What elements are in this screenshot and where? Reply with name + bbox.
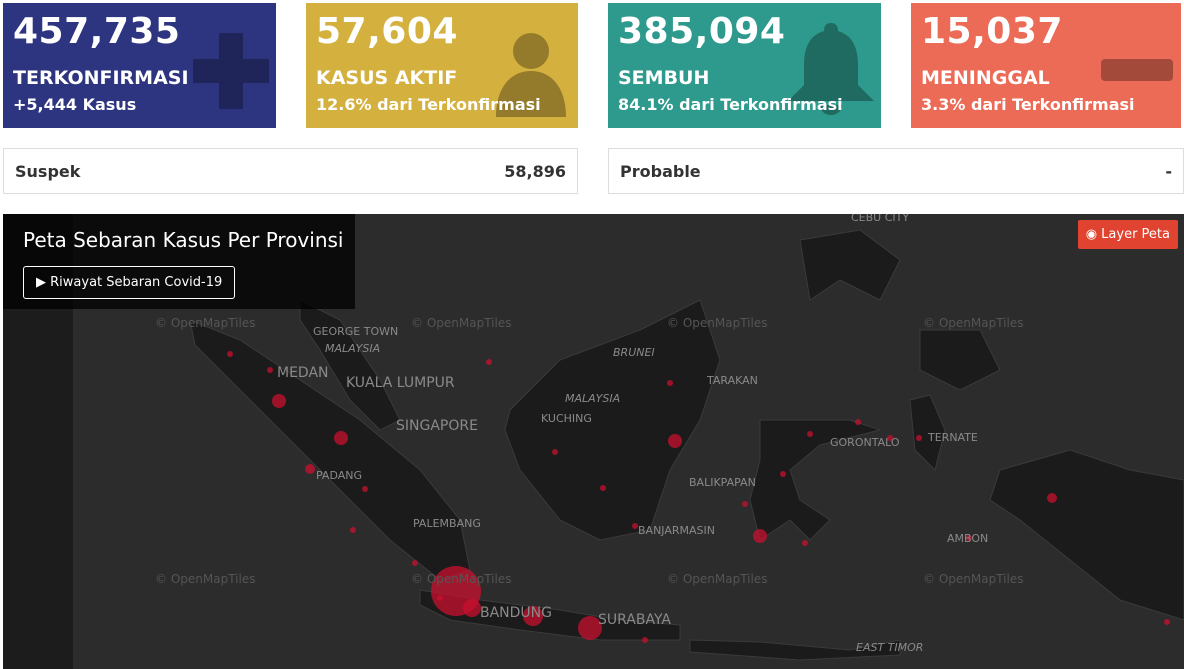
- case-circle: [267, 367, 273, 373]
- attribution: © OpenMapTiles: [411, 316, 511, 330]
- map-label: EAST TIMOR: [856, 641, 923, 654]
- attribution: © OpenMapTiles: [667, 316, 767, 330]
- case-circle: [807, 431, 813, 437]
- map-label: MEDAN: [277, 365, 329, 381]
- case-circle: [578, 616, 602, 640]
- stat-value: -: [1165, 162, 1172, 181]
- land: [189, 229, 1184, 661]
- case-circle: [523, 606, 543, 626]
- attribution: © OpenMapTiles: [155, 316, 255, 330]
- case-circle: [463, 599, 481, 617]
- stat-box: Suspek 58,896: [3, 148, 578, 194]
- map-label: GORONTALO: [830, 436, 900, 449]
- icon: [496, 33, 566, 117]
- attribution: © OpenMapTiles: [923, 572, 1023, 586]
- card-label: TERKONFIRMASI: [13, 67, 189, 89]
- map-label: PALEMBANG: [413, 517, 481, 530]
- case-circle: [802, 540, 808, 546]
- case-circle: [227, 351, 233, 357]
- case-circle: [742, 501, 748, 507]
- case-circle: [350, 527, 356, 533]
- case-circle: [334, 431, 348, 445]
- map-label: BANJARMASIN: [638, 524, 715, 537]
- case-circle: [780, 471, 786, 477]
- case-circle: [855, 419, 861, 425]
- card-recovered: 385,094 SEMBUH 84.1% dari Terkonfirmasi: [608, 3, 881, 128]
- map-label: GEORGE TOWN: [313, 325, 398, 338]
- map-label: PADANG: [316, 469, 362, 482]
- case-circle: [1047, 493, 1057, 503]
- case-circle: [642, 637, 648, 643]
- case-circle: [966, 535, 972, 541]
- map-label: TERNATE: [927, 431, 978, 444]
- map-label: CEBU CITY: [851, 214, 909, 224]
- stat-box: Probable -: [608, 148, 1184, 194]
- map-title: Peta Sebaran Kasus Per Provinsi: [23, 228, 344, 252]
- card-label: MENINGGAL: [921, 67, 1050, 89]
- card-deaths: 15,037 MENINGGAL 3.3% dari Terkonfirmasi: [911, 3, 1181, 128]
- case-circle: [916, 435, 922, 441]
- stat-label: Probable: [620, 162, 701, 181]
- icon: [1101, 59, 1173, 81]
- case-circle: [600, 485, 606, 491]
- map-label: BANDUNG: [480, 605, 552, 621]
- card-active: 57,604 KASUS AKTIF 12.6% dari Terkonfirm…: [306, 3, 578, 128]
- map-label: AMBON: [947, 532, 988, 545]
- card-sub: 3.3% dari Terkonfirmasi: [921, 95, 1135, 114]
- card-label: SEMBUH: [618, 67, 710, 89]
- button-text: Riwayat Sebaran Covid-19: [50, 275, 223, 290]
- case-circle: [668, 434, 682, 448]
- case-circle: [412, 560, 418, 566]
- case-circle: [753, 529, 767, 543]
- map-label: MALAYSIA: [565, 392, 620, 405]
- card-value: 57,604: [316, 11, 458, 52]
- map-label: TARAKAN: [706, 374, 758, 387]
- attribution: © OpenMapTiles: [667, 572, 767, 586]
- case-circle: [305, 464, 315, 474]
- map-label: KUALA LUMPUR: [346, 375, 455, 391]
- card-confirmed: 457,735 TERKONFIRMASI +5,444 Kasus: [3, 3, 276, 128]
- card-sub: 84.1% dari Terkonfirmasi: [618, 95, 843, 114]
- map-label: BRUNEI: [613, 346, 655, 359]
- card-label: KASUS AKTIF: [316, 67, 458, 89]
- case-circle: [1164, 619, 1170, 625]
- card-value: 15,037: [921, 11, 1063, 52]
- stat-label: Suspek: [15, 162, 81, 181]
- case-circle: [437, 595, 443, 601]
- attribution: © OpenMapTiles: [923, 316, 1023, 330]
- attribution: © OpenMapTiles: [155, 572, 255, 586]
- layer-button[interactable]: ◉ Layer Peta: [1077, 220, 1178, 249]
- case-circle: [272, 394, 286, 408]
- case-circle: [887, 435, 893, 441]
- case-circle: [486, 359, 492, 365]
- map-label: MALAYSIA: [325, 342, 380, 355]
- button-text: Layer Peta: [1101, 227, 1170, 242]
- case-circle: [667, 380, 673, 386]
- card-sub: 12.6% dari Terkonfirmasi: [316, 95, 541, 114]
- card-value: 457,735: [13, 11, 181, 52]
- history-button[interactable]: ▶ Riwayat Sebaran Covid-19: [23, 266, 236, 299]
- map[interactable]: © OpenMapTiles © OpenMapTiles © OpenMapTil…: [3, 214, 1184, 669]
- case-circle: [552, 449, 558, 455]
- map-label: KUCHING: [541, 412, 592, 425]
- map-panel: Peta Sebaran Kasus Per Provinsi ▶ Riwaya…: [3, 214, 355, 309]
- case-circle: [632, 523, 638, 529]
- map-label: SINGAPORE: [396, 418, 478, 434]
- card-sub: +5,444 Kasus: [13, 95, 137, 114]
- case-circle: [362, 486, 368, 492]
- icon: [193, 33, 269, 109]
- map-label: SURABAYA: [598, 612, 671, 628]
- icon: [788, 23, 874, 115]
- stat-value: 58,896: [504, 162, 566, 181]
- map-label: BALIKPAPAN: [689, 476, 756, 489]
- card-value: 385,094: [618, 11, 786, 52]
- attribution: © OpenMapTiles: [411, 572, 511, 586]
